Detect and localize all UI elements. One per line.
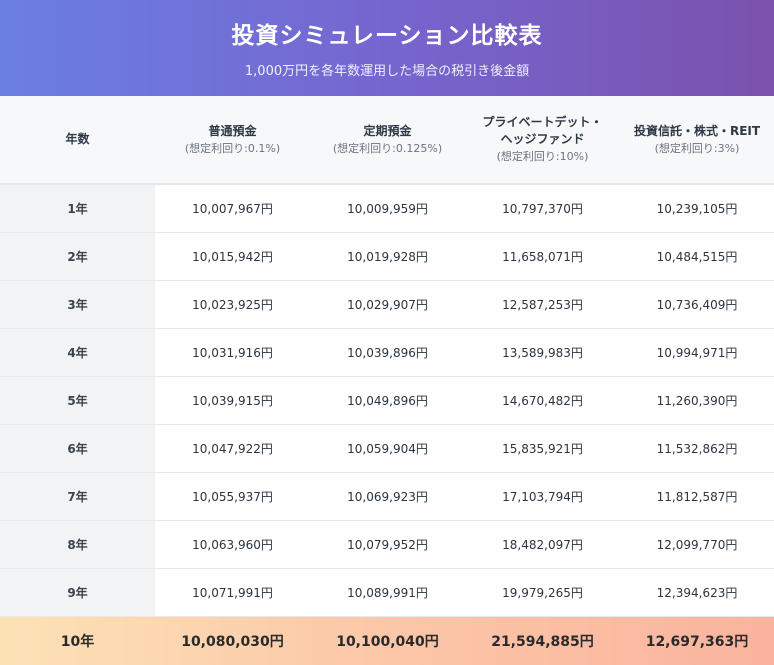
table-row: 4年 10,031,916円 10,039,896円 13,589,983円 1… — [0, 328, 774, 377]
futsu-cell: 10,023,925円 — [155, 280, 310, 329]
year-cell: 6年 — [0, 424, 155, 473]
column-rate: (想定利回り:0.125%) — [332, 141, 443, 155]
column-name-line1: プライベートデット・ — [482, 115, 603, 129]
final-year-row: 10年 10,080,030円 10,100,040円 21,594,885円 … — [0, 616, 774, 665]
private-cell: 17,103,794円 — [465, 472, 620, 521]
teiki-cell: 10,029,907円 — [310, 280, 465, 329]
year-cell: 2年 — [0, 232, 155, 281]
table-row: 7年 10,055,937円 10,069,923円 17,103,794円 1… — [0, 472, 774, 521]
year-cell: 1年 — [0, 184, 155, 233]
teiki-cell: 10,059,904円 — [310, 424, 465, 473]
year-cell: 9年 — [0, 568, 155, 617]
header-private-debt: プライベートデット・ ヘッジファンド (想定利回り:10%) — [465, 96, 620, 185]
table-row: 2年 10,015,942円 10,019,928円 11,658,071円 1… — [0, 232, 774, 281]
teiki-cell: 10,039,896円 — [310, 328, 465, 377]
header-years: 年数 — [0, 96, 155, 185]
column-name: 投資信託・株式・REIT — [633, 123, 761, 138]
teiki-cell: 10,009,959円 — [310, 184, 465, 233]
column-name-line2: ヘッジファンド — [500, 132, 585, 146]
toshin-cell: 12,697,363円 — [645, 633, 749, 650]
futsu-cell: 10,055,937円 — [155, 472, 310, 521]
toshin-cell: 11,532,862円 — [620, 424, 774, 473]
comparison-table: 年数 普通預金 (想定利回り:0.1%) 定期預金 (想定利回り:0.125%)… — [0, 96, 774, 665]
year-cell: 4年 — [0, 328, 155, 377]
column-rate: (想定利回り:3%) — [654, 141, 740, 155]
table-row: 3年 10,023,925円 10,029,907円 12,587,253円 1… — [0, 280, 774, 329]
toshin-cell: 10,484,515円 — [620, 232, 774, 281]
teiki-cell: 10,019,928円 — [310, 232, 465, 281]
year-cell: 10年 — [60, 633, 95, 650]
teiki-cell: 10,079,952円 — [310, 520, 465, 569]
teiki-cell: 10,049,896円 — [310, 376, 465, 425]
page-title: 投資シミュレーション比較表 — [231, 23, 543, 49]
futsu-cell: 10,063,960円 — [155, 520, 310, 569]
futsu-cell: 10,047,922円 — [155, 424, 310, 473]
column-name: 普通預金 — [208, 123, 257, 138]
year-cell: 5年 — [0, 376, 155, 425]
toshin-cell: 10,239,105円 — [620, 184, 774, 233]
year-cell: 3年 — [0, 280, 155, 329]
toshin-cell: 12,394,623円 — [620, 568, 774, 617]
private-cell: 19,979,265円 — [465, 568, 620, 617]
page-header: 投資シミュレーション比較表 1,000万円を各年数運用した場合の税引き後金額 — [0, 0, 774, 96]
year-cell: 7年 — [0, 472, 155, 521]
futsu-cell: 10,031,916円 — [155, 328, 310, 377]
futsu-cell: 10,071,991円 — [155, 568, 310, 617]
futsu-cell: 10,039,915円 — [155, 376, 310, 425]
toshin-cell: 11,260,390円 — [620, 376, 774, 425]
table-row: 6年 10,047,922円 10,059,904円 15,835,921円 1… — [0, 424, 774, 473]
private-cell: 12,587,253円 — [465, 280, 620, 329]
private-cell: 13,589,983円 — [465, 328, 620, 377]
futsu-cell: 10,007,967円 — [155, 184, 310, 233]
year-cell: 8年 — [0, 520, 155, 569]
table-row: 8年 10,063,960円 10,079,952円 18,482,097円 1… — [0, 520, 774, 569]
private-cell: 11,658,071円 — [465, 232, 620, 281]
table-body: 1年 10,007,967円 10,009,959円 10,797,370円 1… — [0, 184, 774, 665]
private-cell: 14,670,482円 — [465, 376, 620, 425]
teiki-cell: 10,089,991円 — [310, 568, 465, 617]
toshin-cell: 12,099,770円 — [620, 520, 774, 569]
column-name: 定期預金 — [363, 123, 412, 138]
toshin-cell: 11,812,587円 — [620, 472, 774, 521]
private-cell: 21,594,885円 — [491, 633, 594, 650]
teiki-cell: 10,100,040円 — [336, 633, 439, 650]
column-rate: (想定利回り:10%) — [496, 150, 589, 163]
header-toshin: 投資信託・株式・REIT (想定利回り:3%) — [620, 96, 774, 185]
toshin-cell: 10,994,971円 — [620, 328, 774, 377]
table-row: 5年 10,039,915円 10,049,896円 14,670,482円 1… — [0, 376, 774, 425]
private-cell: 15,835,921円 — [465, 424, 620, 473]
private-cell: 18,482,097円 — [465, 520, 620, 569]
table-row: 1年 10,007,967円 10,009,959円 10,797,370円 1… — [0, 184, 774, 233]
page-subtitle: 1,000万円を各年数運用した場合の税引き後金額 — [244, 64, 530, 79]
table-header: 年数 普通預金 (想定利回り:0.1%) 定期預金 (想定利回り:0.125%)… — [0, 96, 774, 185]
futsu-cell: 10,015,942円 — [155, 232, 310, 281]
private-cell: 10,797,370円 — [465, 184, 620, 233]
header-teiki-yokin: 定期預金 (想定利回り:0.125%) — [310, 96, 465, 185]
table-row: 9年 10,071,991円 10,089,991円 19,979,265円 1… — [0, 568, 774, 617]
futsu-cell: 10,080,030円 — [181, 633, 284, 650]
header-futsu-yokin: 普通預金 (想定利回り:0.1%) — [155, 96, 310, 185]
column-rate: (想定利回り:0.1%) — [184, 141, 281, 155]
teiki-cell: 10,069,923円 — [310, 472, 465, 521]
toshin-cell: 10,736,409円 — [620, 280, 774, 329]
